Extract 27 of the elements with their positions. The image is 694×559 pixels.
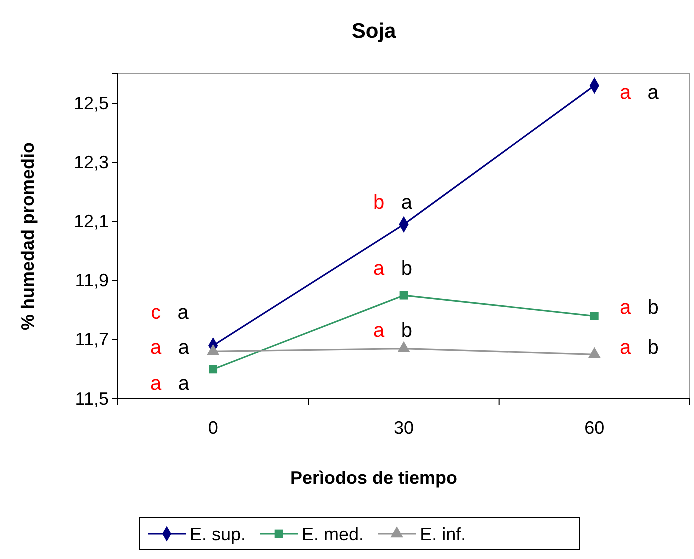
legend-label: E. sup.	[190, 524, 246, 544]
y-tick-label: 11,5	[75, 388, 109, 409]
legend-label: E. med.	[302, 524, 364, 544]
y-tick-label: 12,3	[74, 152, 109, 172]
point	[209, 365, 218, 374]
y-axis-title: % humedad promedio	[18, 142, 38, 331]
annotation: a a	[620, 82, 660, 104]
annotation: a b	[620, 337, 659, 359]
legend-label: E. inf.	[420, 524, 466, 544]
annotation: a b	[374, 320, 412, 342]
annotation: a b	[374, 258, 412, 280]
point	[400, 291, 408, 300]
y-tick-label: 11,9	[75, 270, 109, 291]
x-axis-title: Perìodos de tiempo	[290, 468, 458, 488]
chart-title: Soja	[352, 20, 396, 43]
x-tick-label: 30	[394, 418, 414, 438]
annotation: a a	[150, 373, 190, 395]
y-tick-label: 12,5	[74, 93, 109, 114]
annotation: a b	[620, 297, 659, 319]
annotation: c a	[151, 302, 190, 324]
x-tick-label: 60	[584, 418, 605, 438]
y-tick-label: 11,7	[75, 330, 109, 350]
point	[590, 312, 599, 320]
x-tick-label: 0	[208, 418, 218, 438]
annotation: a a	[150, 337, 190, 359]
annotation: b a	[374, 192, 414, 214]
y-tick-label: 12,1	[74, 211, 109, 232]
